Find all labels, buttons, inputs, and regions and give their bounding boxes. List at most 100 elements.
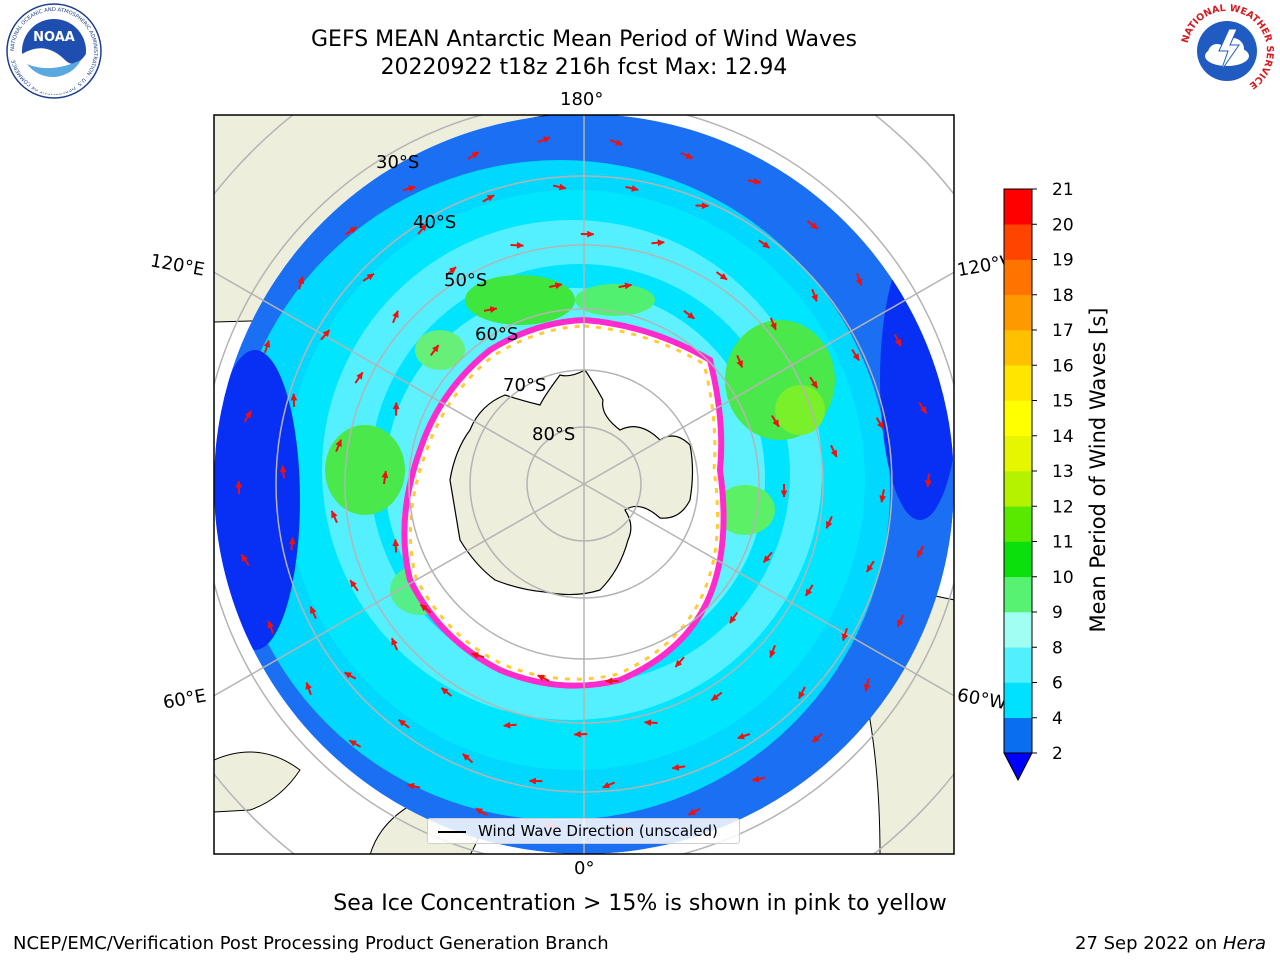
wave-arrow-head: [924, 480, 932, 488]
wave-arrow-head: [343, 672, 352, 679]
wave-arrow-head: [366, 273, 375, 281]
colorbar-tick-label: 20: [1052, 215, 1074, 235]
wave-arrow-head: [841, 633, 849, 642]
colorbar-bin: [1004, 259, 1032, 296]
map-legend: Wind Wave Direction (unscaled): [427, 818, 740, 844]
wave-arrow-head: [657, 239, 665, 247]
wave-arrow-head: [420, 604, 428, 612]
wave-arrow-head: [687, 311, 695, 320]
wave-arrow-head: [406, 782, 415, 790]
host-name: Hera: [1222, 933, 1266, 954]
colorbar-tick-label: 21: [1052, 180, 1074, 200]
wave-arrow-head: [305, 681, 312, 690]
wave-arrow-head: [753, 177, 762, 185]
wave-arrow-head: [826, 520, 833, 529]
wave-arrow-head: [431, 344, 439, 353]
lat-label-50s: 50°S: [444, 270, 488, 291]
wave-arrow-head: [516, 241, 525, 249]
wave-arrow-head: [769, 650, 776, 658]
legend-label: Wind Wave Direction (unscaled): [478, 822, 718, 840]
wave-arrow-head: [614, 139, 623, 146]
wave-arrow-head: [879, 495, 887, 503]
colorbar-tick-label: 13: [1052, 462, 1074, 482]
wave-arrow-head: [701, 202, 710, 210]
colorbar-bin: [1004, 576, 1032, 613]
lat-label-60s: 60°S: [475, 324, 519, 345]
colorbar-bin: [1004, 400, 1032, 437]
wave-arrow-head: [852, 353, 860, 361]
credit-text: NCEP/EMC/Verification Post Processing Pr…: [13, 933, 609, 954]
wave-arrow-head: [643, 719, 652, 727]
wave-arrow-head: [398, 719, 407, 727]
wave-arrow-head: [897, 619, 904, 628]
wave-arrow-head: [671, 763, 680, 771]
wave-arrow-head: [558, 183, 567, 191]
wave-arrow-head: [408, 185, 417, 192]
colorbar: 2 4 6 8 9 10 11 12 13 14 15 16 17 18 19 20 21: [1003, 180, 1074, 782]
wave-arrow-head: [486, 194, 495, 202]
colorbar-bin: [1004, 717, 1032, 754]
colorbar-tick-label: 16: [1052, 356, 1074, 376]
wave-arrow-head: [290, 393, 298, 401]
colorbar-tick-label: 19: [1052, 251, 1074, 271]
colorbar-tick-label: 10: [1052, 568, 1074, 588]
colorbar-tick-label: 12: [1052, 497, 1074, 517]
wave-arrow-head: [554, 282, 563, 290]
wave-arrow-head: [528, 777, 536, 785]
lon-label-60e: 60°E: [161, 685, 208, 714]
wave-arrow-head: [356, 371, 364, 380]
wave-arrow-head: [866, 564, 874, 573]
lon-label-180: 180°: [560, 89, 604, 110]
wave-arrow-head: [737, 732, 745, 740]
colorbar-tick-label: 15: [1052, 392, 1074, 412]
nws-logo-icon: NATIONAL WEATHER SERVICE: [1179, 3, 1275, 99]
lat-label-80s: 80°S: [532, 424, 576, 445]
graticule: [214, 115, 954, 854]
wave-arrow-head: [675, 659, 683, 668]
noaa-logo-icon: NATIONAL OCEANIC AND ATMOSPHERIC ADMINIS…: [6, 3, 102, 99]
lat-label-70s: 70°S: [503, 375, 547, 396]
chart-title: GEFS MEAN Antarctic Mean Period of Wind …: [311, 27, 857, 52]
wave-arrow-head: [263, 339, 271, 348]
wave-arrow-head: [462, 753, 470, 761]
colorbar-tick-label: 8: [1052, 638, 1063, 658]
wave-arrow-head: [348, 740, 357, 747]
colorbar-bin: [1004, 471, 1032, 507]
wave-arrow-head: [602, 781, 611, 789]
date-text: 27 Sep 2022 on: [1075, 933, 1223, 954]
wave-arrow-head: [470, 652, 479, 659]
wave-arrow-head: [711, 693, 719, 701]
wave-arrow-head: [876, 421, 884, 430]
wave-arrow-head: [381, 470, 389, 479]
wave-arrow-head: [489, 306, 498, 314]
wave-arrow-head: [863, 684, 871, 692]
colorbar-tick-label: 2: [1052, 744, 1063, 764]
wave-arrow-head: [855, 278, 863, 287]
wave-arrow-head: [419, 223, 427, 232]
sea-ice-note: Sea Ice Concentration > 15% is shown in …: [333, 891, 947, 916]
wave-arrow-head: [685, 152, 694, 159]
wave-arrow-head: [729, 615, 737, 624]
wave-arrow-head: [770, 322, 777, 331]
legend-line-swatch: [438, 831, 466, 833]
wave-arrow-head: [288, 536, 296, 545]
wave-arrow-head: [631, 185, 639, 192]
colorbar-bin: [1004, 294, 1032, 331]
wave-arrow-head: [762, 241, 770, 249]
colorbar-bin: [1004, 365, 1032, 401]
lon-label-0: 0°: [574, 858, 595, 879]
colorbar-title: Mean Period of Wind Waves [s]: [1086, 307, 1110, 633]
colorbar-bin: [1004, 541, 1032, 578]
wave-arrow-head: [605, 677, 613, 685]
wave-arrow-head: [440, 687, 449, 695]
wave-arrow-head: [798, 691, 805, 700]
colorbar-bin: [1004, 189, 1032, 225]
wave-arrow-head: [349, 579, 357, 588]
wave-arrow-head: [916, 549, 924, 558]
wave-arrow-head: [241, 554, 249, 562]
wave-arrow-head: [894, 338, 902, 347]
colorbar-bin: [1004, 330, 1032, 366]
colorbar-tick-label: 11: [1052, 533, 1074, 553]
colorbar-tick-label: 17: [1052, 321, 1074, 341]
wave-arrow-head: [810, 380, 818, 389]
